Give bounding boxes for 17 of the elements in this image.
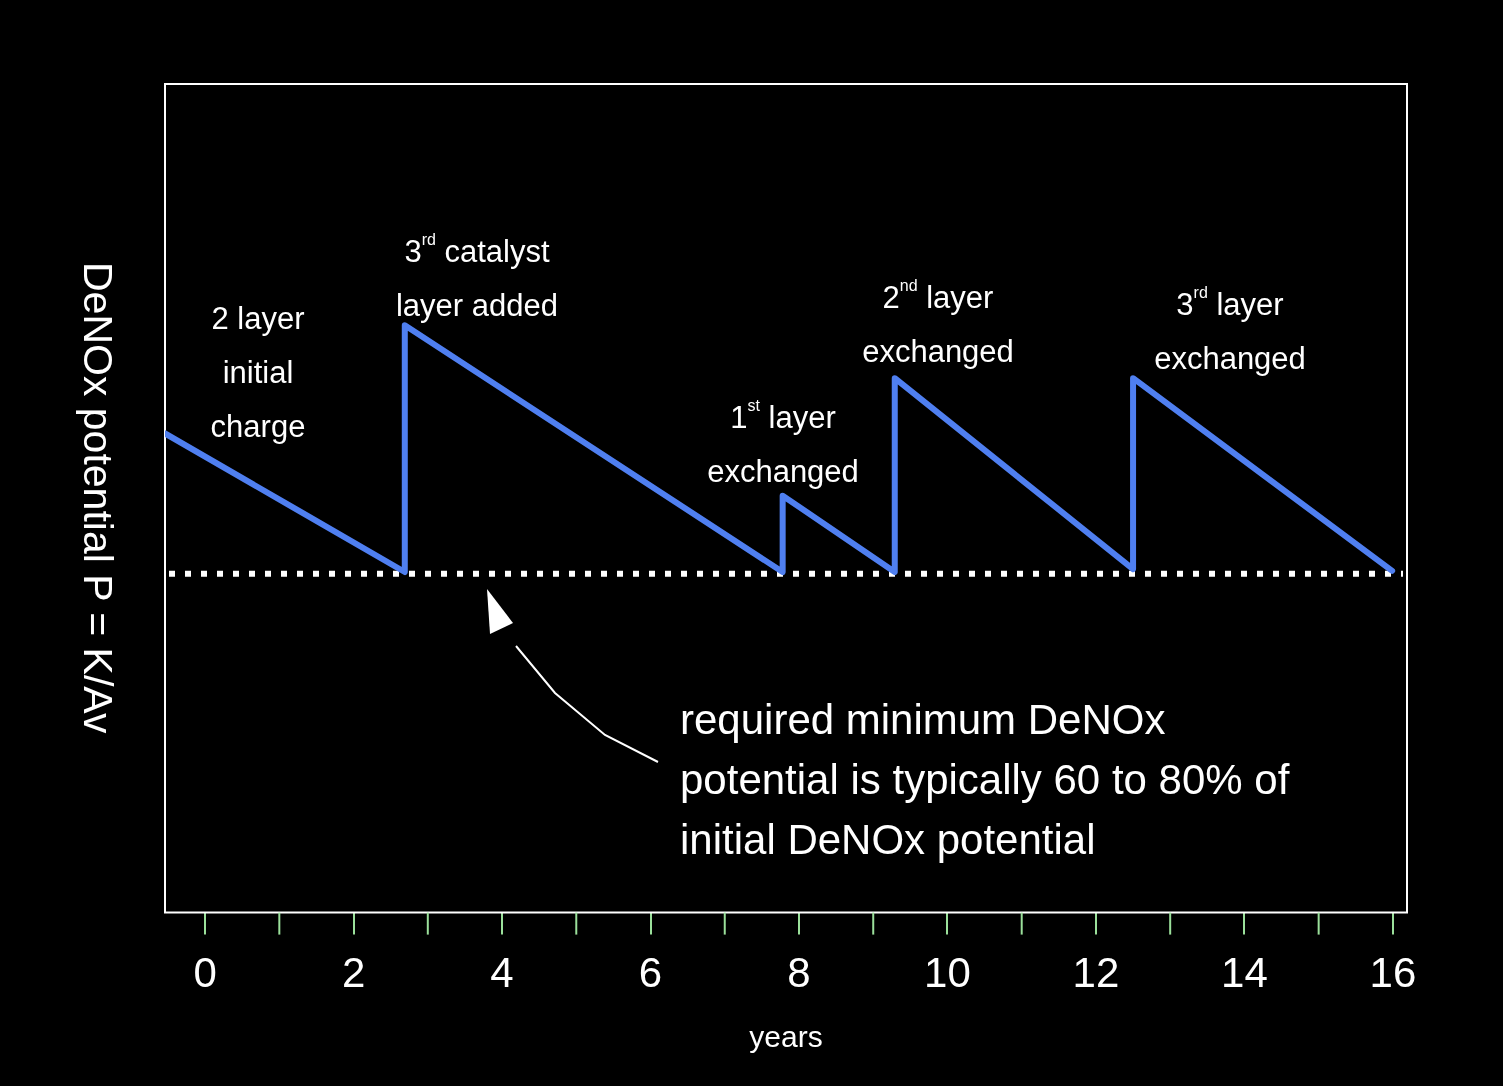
annotation: 1$^{st}$ layer exchanged — [706, 396, 860, 491]
x-tick-label: 4 — [490, 949, 514, 997]
x-tick-label: 2 — [341, 949, 366, 997]
x-tick-label: 0 — [193, 949, 217, 997]
annotation: 2 layer initial charge — [209, 300, 307, 446]
x-tick-label: 14 — [1221, 949, 1268, 997]
x-tick-label: 12 — [1072, 949, 1120, 997]
x-tick-label: 8 — [787, 949, 811, 997]
annotation: 3$^{rd}$ layer exchanged — [1153, 283, 1307, 378]
x-tick-label: 6 — [638, 949, 663, 997]
annotation: 2$^{nd}$ layer exchanged — [861, 276, 1015, 371]
annotation: required minimum DeNOx potential is typically 60 to 80% of initial DeNOx potential — [680, 695, 1291, 865]
x-tick-label: 16 — [1369, 949, 1417, 997]
y-axis-title: DeNOx potential P = K/Av — [74, 260, 122, 736]
x-axis-title: years — [749, 1020, 823, 1054]
text: 3$^{rd}$ catalyst layer added — [395, 230, 559, 325]
x-tick-label: 10 — [924, 949, 971, 997]
